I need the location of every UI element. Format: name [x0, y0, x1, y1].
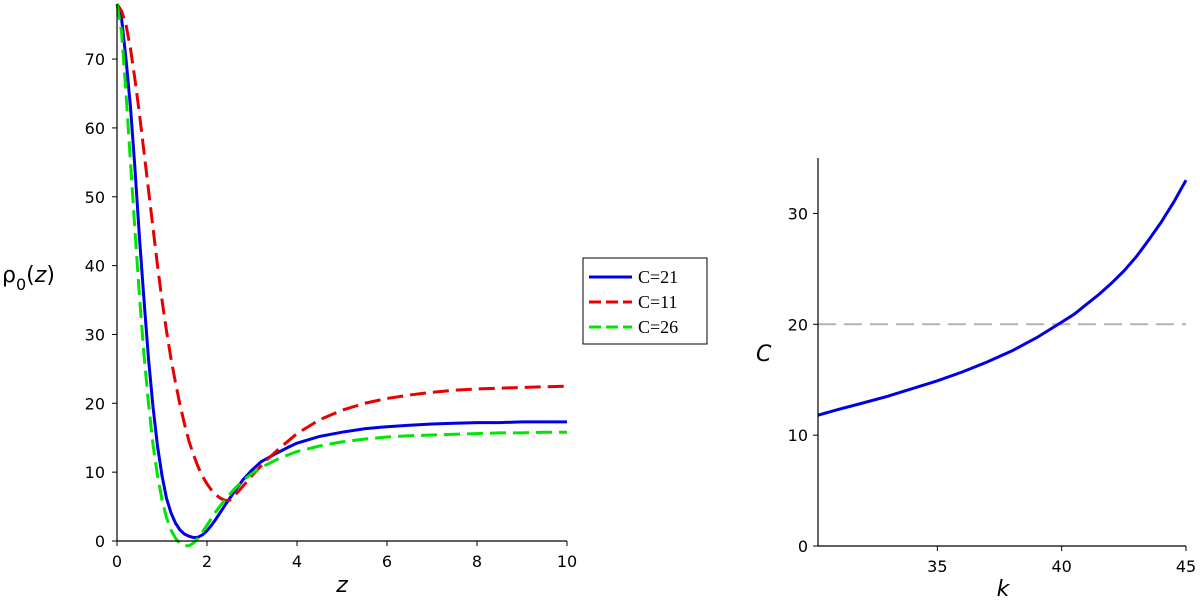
series-line-c-vs-k	[817, 179, 1188, 417]
left-x-axis-label: z	[335, 573, 348, 598]
left-y-label-paren-close: )	[46, 263, 55, 288]
legend: C=21 C=11 C=26	[582, 257, 708, 345]
series-line-c21	[115, 3, 567, 540]
left-y-tick-label: 40	[85, 257, 105, 276]
series-line-c26	[115, 3, 567, 548]
left-y-tick-label: 0	[95, 532, 105, 551]
legend-label-c21: C=21	[638, 267, 678, 287]
right-x-tick-label: 40	[1051, 557, 1071, 576]
left-y-tick-label: 70	[85, 50, 105, 69]
right-y-tick-label: 20	[788, 315, 808, 334]
legend-label-c11: C=11	[638, 292, 678, 312]
left-y-tick-label: 10	[85, 463, 105, 482]
left-x-tick-label: 10	[557, 552, 577, 571]
right-chart: 35 40 45 0 10 20 30 k C	[756, 158, 1196, 601]
left-ticks: 0 2 4 6 8 10 0 10 20 30 40 50 60 70	[85, 50, 578, 571]
series-line-c11	[115, 3, 568, 502]
left-y-label-arg: z	[34, 263, 47, 288]
left-y-axis-label: ρ0(z)	[2, 263, 55, 294]
legend-frame	[582, 257, 708, 345]
right-y-tick-label: 10	[788, 426, 808, 445]
left-y-label-sub: 0	[16, 275, 26, 294]
left-series-group	[115, 3, 568, 548]
right-y-tick-label: 0	[798, 537, 808, 556]
left-y-tick-label: 30	[85, 325, 105, 344]
right-x-axis-label: k	[997, 577, 1011, 601]
legend-label-c26: C=26	[638, 317, 678, 337]
left-x-tick-label: 8	[472, 552, 482, 571]
left-y-tick-label: 20	[85, 394, 105, 413]
right-y-axis-label: C	[756, 342, 772, 367]
left-x-tick-label: 6	[382, 552, 392, 571]
left-y-tick-label: 60	[85, 119, 105, 138]
left-y-label-paren-open: (	[26, 263, 35, 288]
right-x-tick-label: 35	[927, 557, 947, 576]
left-x-tick-label: 4	[292, 552, 302, 571]
right-y-tick-label: 30	[788, 204, 808, 223]
left-y-label-main: ρ	[2, 263, 16, 288]
right-series-group	[817, 179, 1188, 417]
right-ticks: 35 40 45 0 10 20 30	[788, 204, 1197, 576]
left-x-tick-label: 0	[112, 552, 122, 571]
left-x-tick-label: 2	[202, 552, 212, 571]
left-y-tick-label: 50	[85, 188, 105, 207]
right-x-tick-label: 45	[1176, 557, 1196, 576]
